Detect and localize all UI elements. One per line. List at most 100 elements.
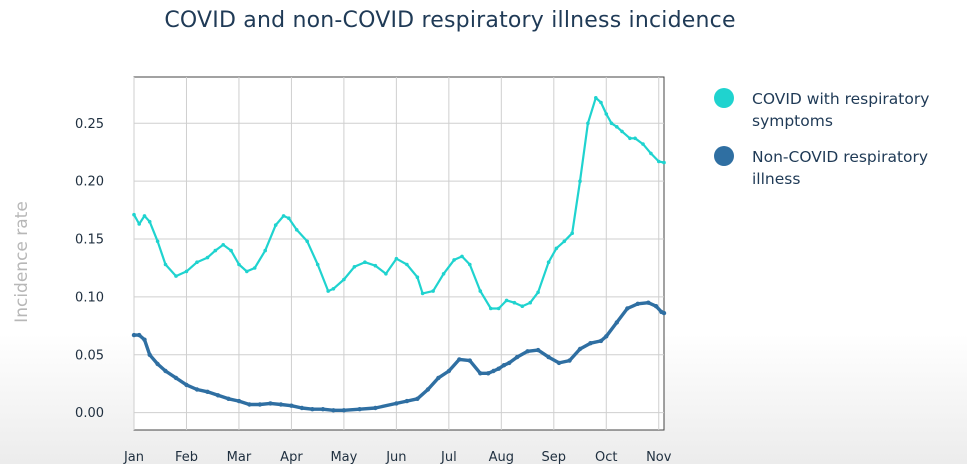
legend-label-non-covid: Non-COVID respiratory illness <box>752 148 929 188</box>
data-point <box>577 346 583 352</box>
data-point <box>294 228 299 232</box>
data-point <box>373 263 378 268</box>
data-point <box>635 301 640 306</box>
data-point <box>163 368 168 374</box>
data-point <box>657 159 661 164</box>
series-covid <box>132 96 666 311</box>
data-point <box>646 300 651 305</box>
data-point <box>342 277 346 282</box>
data-point <box>489 306 493 311</box>
y-tick-label: 0.15 <box>75 233 104 248</box>
data-point <box>404 398 410 404</box>
data-point <box>628 136 632 141</box>
data-point <box>137 222 141 226</box>
data-point <box>570 231 574 235</box>
data-point <box>205 389 210 394</box>
x-tick-label: Oct <box>595 450 617 464</box>
x-tick-label: Jun <box>385 450 406 464</box>
data-point <box>554 246 559 251</box>
data-point <box>420 291 425 296</box>
data-point <box>363 260 367 265</box>
data-point <box>405 262 409 267</box>
data-point <box>147 352 152 357</box>
data-point <box>604 334 609 339</box>
data-point <box>384 272 388 276</box>
data-point <box>594 96 598 100</box>
data-point <box>615 125 619 129</box>
data-point <box>236 398 242 404</box>
data-point <box>457 357 462 362</box>
y-axis-label: Incidence rate <box>12 201 32 323</box>
data-point <box>299 405 305 411</box>
data-point <box>562 239 567 244</box>
plot-frame <box>133 76 665 431</box>
y-tick-label: 0.10 <box>75 290 104 305</box>
data-point <box>147 219 152 224</box>
data-point <box>237 262 241 267</box>
data-point <box>132 212 136 217</box>
data-point <box>641 142 645 146</box>
data-point <box>215 393 221 398</box>
legend-marker-covid <box>714 88 734 108</box>
x-tick-label: Nov <box>646 450 672 464</box>
data-point <box>478 289 483 293</box>
y-tick-label: 0.05 <box>75 348 104 363</box>
data-point <box>491 368 496 374</box>
data-point <box>184 269 189 274</box>
data-point <box>331 287 336 291</box>
data-point <box>226 396 231 401</box>
data-point <box>528 300 532 305</box>
data-point <box>252 266 257 270</box>
legend-item-covid[interactable]: COVID with respiratory symptoms <box>714 88 964 132</box>
data-point <box>578 179 582 183</box>
data-point <box>512 300 517 305</box>
data-point <box>546 354 551 360</box>
data-point <box>661 310 667 316</box>
data-point <box>281 214 286 218</box>
data-point <box>556 360 562 366</box>
data-point <box>415 275 420 280</box>
data-point <box>315 262 320 267</box>
chart-title: COVID and non-COVID respiratory illness … <box>164 8 736 33</box>
data-point <box>653 304 659 309</box>
data-point <box>520 304 525 309</box>
data-point <box>604 112 609 116</box>
x-tick-label: Apr <box>280 450 303 464</box>
data-point <box>229 248 233 253</box>
data-point <box>496 366 501 371</box>
data-point <box>625 306 630 311</box>
data-point <box>588 341 593 346</box>
legend-marker-non-covid <box>714 146 734 166</box>
data-point <box>163 262 168 267</box>
data-point <box>446 368 452 374</box>
data-point <box>287 216 291 220</box>
x-tick-label: Feb <box>175 450 198 464</box>
data-point <box>310 407 315 412</box>
data-point <box>155 239 160 244</box>
data-point <box>525 349 530 354</box>
data-point <box>598 338 604 344</box>
data-point <box>205 255 210 260</box>
data-point <box>633 136 637 141</box>
data-point <box>486 371 491 376</box>
legend-item-non-covid[interactable]: Non-COVID respiratory illness <box>714 146 964 190</box>
data-point <box>394 256 399 261</box>
data-point <box>431 289 435 293</box>
data-point <box>546 260 551 265</box>
data-point <box>468 262 472 267</box>
data-point <box>394 401 399 406</box>
data-point <box>289 403 294 408</box>
data-point <box>221 243 225 247</box>
series-layer <box>131 96 667 413</box>
data-point <box>504 298 509 303</box>
data-point <box>326 289 331 293</box>
data-point <box>352 265 357 269</box>
data-point <box>436 375 441 381</box>
data-point <box>507 360 512 366</box>
data-point <box>536 290 540 295</box>
data-point <box>194 387 200 392</box>
data-point <box>535 347 541 353</box>
data-point <box>142 337 147 342</box>
data-point <box>131 332 137 338</box>
